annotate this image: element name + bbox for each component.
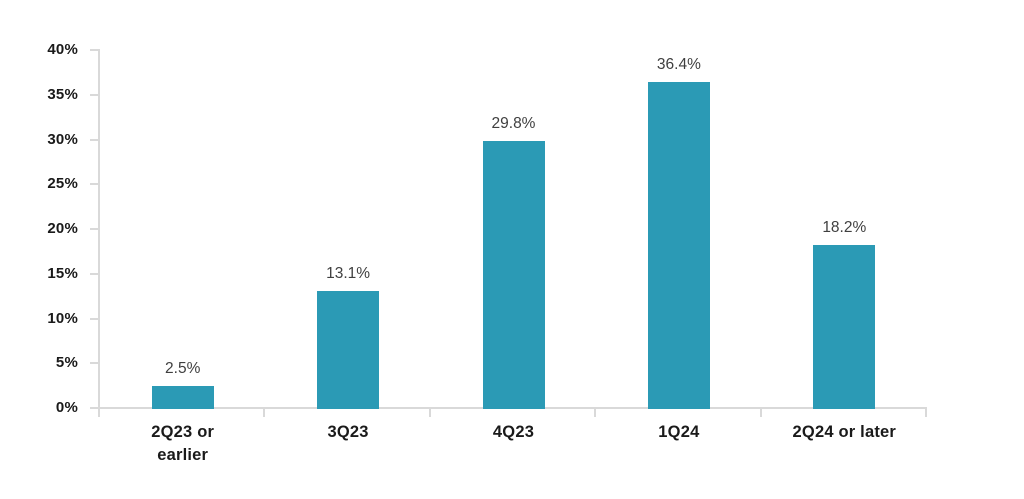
x-axis-label-line: 1Q24 <box>658 423 700 441</box>
x-axis-label: 3Q23 <box>265 421 430 444</box>
bar <box>151 385 214 409</box>
bar-value-label: 29.8% <box>491 115 536 133</box>
x-axis-tick <box>263 409 266 417</box>
x-axis-tick <box>594 409 597 417</box>
y-axis-tick-label: 35% <box>47 85 78 103</box>
y-axis-tick-label: 15% <box>47 264 78 282</box>
x-axis-tick <box>925 409 927 417</box>
y-axis-tick-label: 0% <box>55 399 78 416</box>
x-axis-label-line: 2Q23 or <box>151 423 215 441</box>
y-axis-tick <box>89 183 98 186</box>
x-axis-label: 2Q23 or earlier <box>100 421 265 467</box>
bar <box>482 141 545 409</box>
y-axis-tick <box>89 138 98 141</box>
y-axis-tick <box>89 362 98 365</box>
y-axis-tick <box>89 93 98 96</box>
x-axis-tick <box>428 409 431 417</box>
x-axis-label-line: 2Q24 or later <box>792 423 897 441</box>
y-axis-tick-label: 25% <box>47 175 78 193</box>
bar-value-label: 18.2% <box>822 219 867 237</box>
y-axis-line <box>97 49 100 409</box>
x-axis-label: 2Q24 or later <box>762 421 927 444</box>
y-axis-tick-label: 30% <box>47 130 78 148</box>
x-axis-label-line: 4Q23 <box>492 423 535 441</box>
bar <box>813 245 876 409</box>
bar-value-label: 2.5% <box>165 359 201 377</box>
x-axis-tick <box>759 409 762 417</box>
y-axis-tick-label: 5% <box>55 354 78 372</box>
y-axis-tick <box>89 407 98 409</box>
y-axis-tick-label: 40% <box>47 41 78 58</box>
bar <box>647 82 710 409</box>
y-axis-tick <box>89 228 98 230</box>
y-axis-tick <box>89 317 98 320</box>
x-axis-label-line: earlier <box>157 446 209 464</box>
bar-value-label: 13.1% <box>326 264 371 282</box>
x-axis-label: 4Q23 <box>431 421 596 444</box>
x-axis-tick <box>98 409 100 417</box>
y-axis-tick-label: 10% <box>47 309 78 327</box>
bar-value-label: 36.4% <box>656 56 701 74</box>
y-axis-tick <box>89 272 98 275</box>
x-axis-label-line: 3Q23 <box>327 423 369 441</box>
bar <box>317 290 380 409</box>
y-axis-tick-label: 20% <box>47 220 78 237</box>
y-axis-tick <box>89 49 98 51</box>
x-axis-label: 1Q24 <box>596 421 761 444</box>
